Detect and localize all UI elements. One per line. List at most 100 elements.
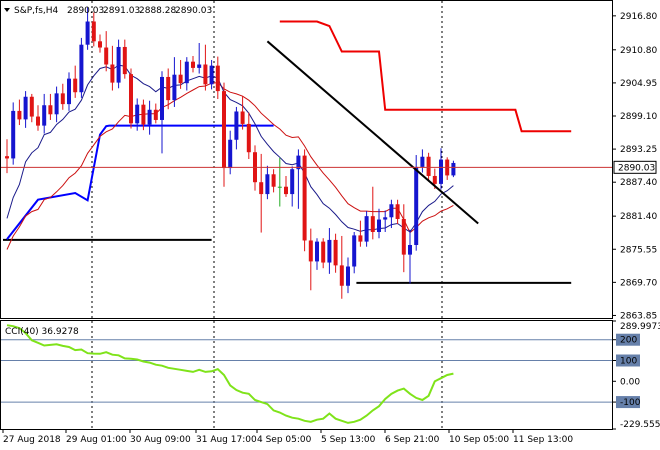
candle-body xyxy=(67,78,71,105)
candle xyxy=(370,186,375,240)
candle-body xyxy=(116,46,121,83)
candle-body xyxy=(17,110,22,120)
candle-body xyxy=(451,162,456,176)
candle xyxy=(135,98,140,131)
candle-body xyxy=(129,74,133,124)
candle xyxy=(54,86,59,123)
trendline xyxy=(266,40,479,225)
candle-body xyxy=(358,235,363,242)
cci-level-tag xyxy=(616,354,640,367)
candle-body xyxy=(184,61,189,84)
candle-body xyxy=(85,21,90,45)
candle-body xyxy=(370,216,375,232)
candle xyxy=(296,149,301,209)
candle xyxy=(166,68,171,110)
candle xyxy=(302,149,307,252)
candle xyxy=(383,210,388,232)
candle-body xyxy=(290,169,295,195)
ohlc-high: 2891.03 xyxy=(103,6,140,16)
candle xyxy=(333,233,338,273)
candle xyxy=(339,235,344,299)
candle xyxy=(321,238,326,269)
cci-line-path xyxy=(6,324,454,424)
candle xyxy=(284,175,288,197)
current-price-tag: 2890.03 xyxy=(613,160,657,174)
candle-body xyxy=(389,204,394,218)
candle xyxy=(42,93,47,134)
candle-body xyxy=(191,61,195,68)
current-price-box xyxy=(613,160,657,174)
candle xyxy=(91,12,96,47)
dropdown-triangle-icon[interactable] xyxy=(4,8,10,12)
candle xyxy=(389,199,394,229)
candle xyxy=(153,103,158,124)
candle-body xyxy=(23,96,28,120)
symbol-label: S&P,fs,H4 xyxy=(14,6,59,16)
ohlc-close: 2890.03 xyxy=(175,6,212,16)
candle-body xyxy=(135,104,140,124)
chart-header: S&P,fs,H4 2890.03 2891.03 2888.28 2890.0… xyxy=(4,6,212,16)
candle xyxy=(377,208,381,239)
candle-body xyxy=(284,186,288,195)
candle-body xyxy=(308,240,313,262)
candle xyxy=(271,169,276,193)
cci-tick-label: 289.9973 xyxy=(620,322,660,332)
candle-body xyxy=(383,217,388,220)
cci-label: CCI(40) 36.9278 xyxy=(5,327,79,337)
candle xyxy=(197,43,202,74)
candle xyxy=(315,238,319,270)
candle-body xyxy=(178,74,183,84)
candle xyxy=(104,31,109,72)
price-tick-label: 2910.80 xyxy=(620,46,657,56)
candle xyxy=(129,68,133,129)
candle-body xyxy=(54,93,59,115)
support-levels xyxy=(3,238,572,284)
price-tick-label: 2904.95 xyxy=(620,79,657,89)
candle xyxy=(246,112,251,159)
time-tick-label: 30 Aug 09:00 xyxy=(130,435,191,445)
candle-body xyxy=(240,111,245,124)
candle xyxy=(290,166,295,207)
candle xyxy=(11,102,16,165)
candle xyxy=(277,157,282,207)
candle-body xyxy=(315,241,319,262)
price-tick-label: 2869.70 xyxy=(620,278,657,288)
candle-body xyxy=(215,65,220,92)
candle-body xyxy=(377,219,381,232)
red-step-line xyxy=(279,20,572,133)
time-tick-label: 29 Aug 01:00 xyxy=(66,435,127,445)
candle-body xyxy=(209,65,214,85)
price-tick-label: 2887.40 xyxy=(620,178,657,188)
candle-body xyxy=(277,186,282,188)
cci-series xyxy=(6,324,454,424)
candle-body xyxy=(222,91,226,169)
candle xyxy=(401,204,406,273)
cci-tick-label: 0.00 xyxy=(620,377,640,387)
ohlc-open: 2890.03 xyxy=(67,6,104,16)
candle-body xyxy=(420,156,425,167)
candle-body xyxy=(346,266,350,286)
time-tick-label: 27 Aug 2018 xyxy=(3,435,61,445)
price-tick-label: 2875.55 xyxy=(620,245,657,255)
candle xyxy=(110,45,115,91)
cci-level-tag xyxy=(616,333,640,346)
candle-body xyxy=(172,74,177,101)
candle-body xyxy=(160,76,164,120)
candle xyxy=(209,59,214,90)
price-tick-label: 2893.25 xyxy=(620,145,657,155)
candle-body xyxy=(141,104,146,125)
candle xyxy=(122,39,127,79)
candle-body xyxy=(197,64,202,68)
cci-tick-label: 200 xyxy=(620,336,637,346)
candle-body xyxy=(5,156,9,159)
candle-body xyxy=(408,245,412,255)
candle xyxy=(29,93,34,123)
candle-body xyxy=(439,159,443,184)
candle-body xyxy=(60,93,65,105)
candle xyxy=(98,34,102,53)
red-step-path xyxy=(279,20,572,133)
cci-tick-label: -100 xyxy=(620,398,641,408)
candle xyxy=(420,149,425,173)
candle-body xyxy=(401,218,406,255)
